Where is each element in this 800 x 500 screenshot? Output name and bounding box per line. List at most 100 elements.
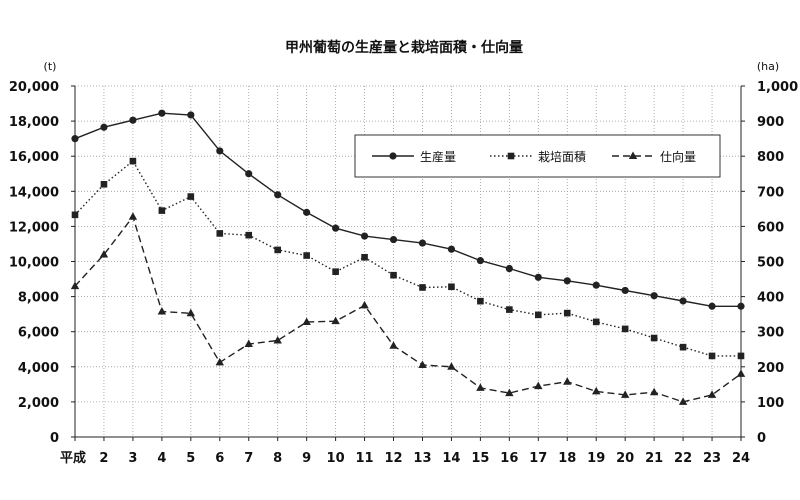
- data-point: [100, 123, 108, 131]
- data-point: [100, 180, 108, 188]
- data-point: [534, 381, 543, 390]
- legend-marker: [628, 151, 638, 159]
- data-point: [678, 397, 688, 405]
- left-axis-ticks: 0 2,000 4,000 6,000 8,000 10,000 12,000 14,000 1…: [9, 80, 59, 446]
- data-point: [708, 352, 716, 360]
- right-tick-label: 900: [757, 115, 784, 130]
- data-point: [99, 249, 109, 258]
- data-point: [186, 308, 196, 317]
- x-tick-label: 21: [645, 451, 663, 466]
- legend-label: 生産量: [420, 149, 456, 164]
- data-point: [244, 339, 253, 347]
- data-point: [303, 208, 311, 216]
- data-point: [621, 286, 629, 295]
- x-tick-label: 5: [186, 451, 195, 466]
- data-point: [650, 334, 658, 342]
- data-point: [506, 306, 513, 313]
- data-point: [592, 318, 600, 326]
- left-tick-label: 18,000: [9, 115, 59, 130]
- series-2: [70, 212, 746, 405]
- data-point: [418, 360, 427, 369]
- data-point: [707, 390, 717, 398]
- right-axis-ticks: 0 100 200 300 400 500 600 700 800 900 1,000: [757, 80, 798, 446]
- right-tick-label: 100: [757, 396, 784, 411]
- x-tick-label: 18: [558, 451, 576, 466]
- x-tick-label: 23: [703, 451, 721, 466]
- series-group: [70, 109, 746, 405]
- data-point: [679, 343, 687, 351]
- data-point: [331, 316, 340, 325]
- data-point: [128, 212, 138, 220]
- data-point: [679, 297, 687, 305]
- data-point: [70, 281, 80, 290]
- data-point: [71, 211, 79, 219]
- legend-label: 仕向量: [660, 149, 696, 164]
- x-tick-label: 17: [529, 451, 547, 466]
- data-point: [216, 230, 224, 237]
- data-point: [389, 341, 398, 349]
- data-point: [737, 352, 745, 360]
- data-point: [476, 383, 485, 391]
- data-point: [273, 335, 282, 344]
- right-tick-label: 0: [757, 431, 766, 446]
- data-point: [158, 207, 166, 214]
- x-tick-label: 8: [273, 451, 282, 466]
- left-tick-label: 4,000: [18, 361, 59, 376]
- data-point: [216, 147, 224, 155]
- data-point: [390, 271, 397, 279]
- data-point: [215, 357, 224, 366]
- x-tick-label: 10: [327, 451, 345, 466]
- data-point: [563, 277, 571, 285]
- data-point: [360, 232, 369, 240]
- data-point: [563, 309, 571, 317]
- data-point: [505, 264, 513, 273]
- left-tick-label: 2,000: [18, 396, 59, 411]
- x-tick-label: 14: [442, 451, 460, 466]
- data-point: [129, 157, 137, 165]
- data-point: [447, 362, 456, 370]
- left-tick-label: 14,000: [9, 185, 59, 200]
- left-tick-label: 12,000: [9, 220, 59, 235]
- legend-marker: [389, 152, 397, 160]
- x-tick-label: 13: [413, 451, 431, 466]
- left-tick-label: 10,000: [9, 256, 59, 271]
- data-point: [650, 292, 658, 300]
- left-tick-label: 20,000: [9, 80, 59, 95]
- data-point: [274, 191, 282, 199]
- data-point: [332, 268, 339, 275]
- right-tick-label: 700: [757, 185, 784, 200]
- data-point: [129, 116, 137, 124]
- data-point: [708, 302, 716, 310]
- data-point: [332, 224, 340, 232]
- data-point: [621, 325, 629, 333]
- left-tick-label: 6,000: [18, 326, 59, 341]
- data-point: [274, 246, 281, 254]
- data-point: [448, 283, 455, 291]
- left-tick-label: 16,000: [9, 150, 59, 165]
- x-tick-label: 16: [500, 451, 518, 466]
- right-tick-label: 500: [757, 256, 784, 271]
- data-point: [303, 252, 310, 259]
- right-tick-label: 1,000: [757, 80, 798, 95]
- data-point: [419, 284, 426, 291]
- x-tick-label: 3: [128, 451, 137, 466]
- data-point: [447, 245, 456, 253]
- legend: 生産量 栽培面積 仕向量: [354, 134, 721, 178]
- data-point: [476, 257, 484, 265]
- x-tick-label: 11: [356, 451, 374, 466]
- x-tick-label: 6: [215, 451, 224, 466]
- series-line: [74, 112, 741, 307]
- right-axis-unit: (ha): [757, 60, 779, 73]
- series-1: [71, 157, 745, 360]
- x-axis-ticks: 平成 2 3 4 5 6 7 8 9 10 11 12 13 14 15 16 17 18 19 20 21 22 23 24: [60, 450, 750, 466]
- right-tick-label: 600: [757, 220, 784, 235]
- series-0: [71, 109, 745, 310]
- data-point: [418, 239, 427, 247]
- x-tick-label: 19: [587, 451, 605, 466]
- data-point: [649, 387, 659, 396]
- data-point: [361, 253, 368, 261]
- data-point: [187, 111, 195, 119]
- right-tick-label: 400: [757, 291, 784, 306]
- x-tick-label: 9: [302, 451, 311, 466]
